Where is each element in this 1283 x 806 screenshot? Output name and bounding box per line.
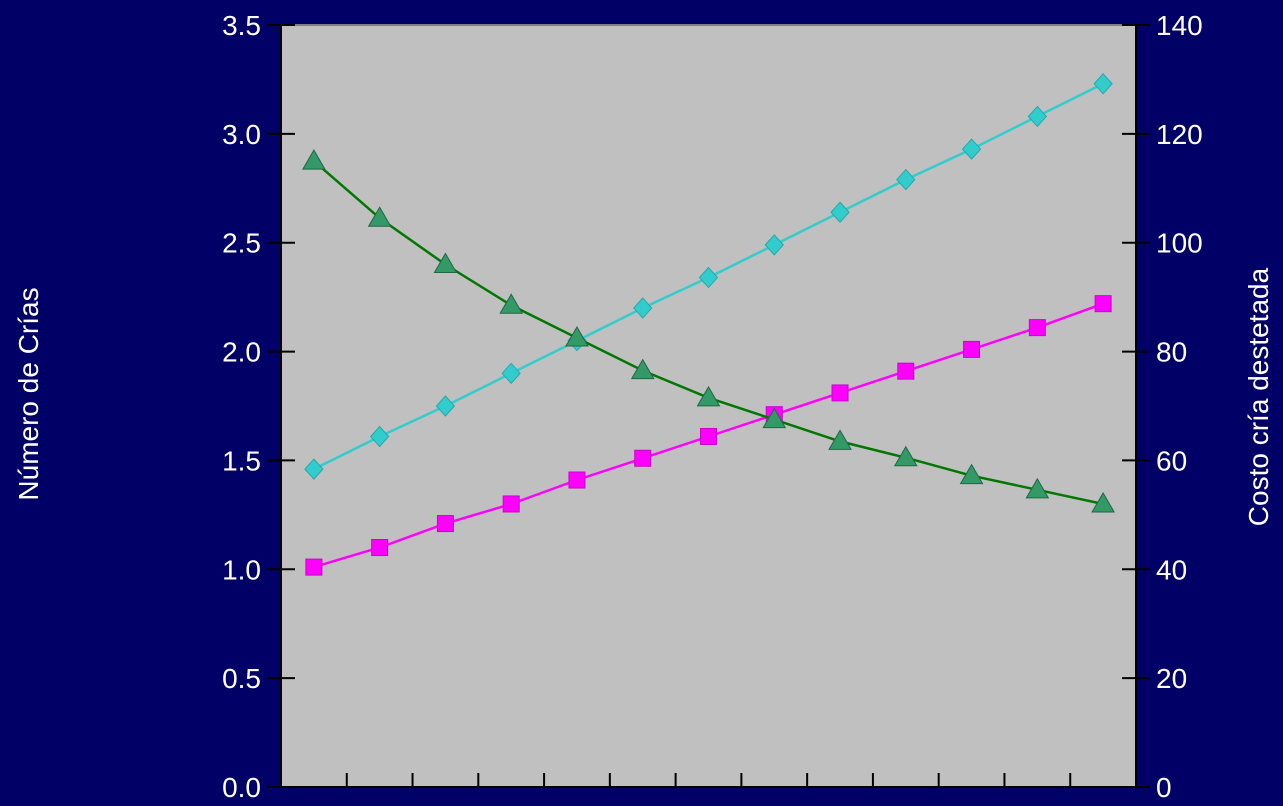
series-1-point [371, 539, 389, 557]
y-axis-title-left: Número de Crías [13, 287, 44, 500]
series-2-point [501, 362, 521, 385]
y-tick-label-right: 140 [1156, 10, 1203, 41]
y-tick-label-right: 60 [1156, 445, 1187, 476]
y-tick-label-right: 80 [1156, 337, 1187, 368]
y-tick-label-left: 2.0 [222, 337, 261, 368]
series-1-point [568, 471, 586, 489]
series-2-point [304, 458, 324, 480]
series-2-point [698, 266, 719, 289]
series-3-point [367, 206, 392, 227]
series-2-point [830, 201, 850, 223]
series-3-point [499, 293, 524, 314]
y-tick-label-left: 1.0 [222, 554, 261, 585]
series-3-point [565, 325, 589, 347]
series-2-point [961, 138, 982, 160]
series-2-point [764, 234, 784, 256]
y-tick-label-left: 3.0 [222, 119, 261, 150]
series-1-point [305, 558, 323, 576]
axes-layer: 0.0 0.5 1.0 1.5 2.0 2.5 3.0 3.5 0 20 40 60 80 100 120 1… [222, 10, 1203, 803]
series-3-point [696, 385, 721, 407]
series-1-point [436, 515, 454, 533]
series-2-point [369, 425, 390, 448]
series-2-point [1093, 73, 1113, 95]
series-2-point [896, 168, 916, 191]
series-2-point [435, 395, 456, 417]
y-tick-label-left: 0.5 [222, 663, 261, 694]
series-3-point [762, 407, 787, 429]
y-tick-label-right: 120 [1156, 119, 1203, 150]
y-tick-label-left: 3.5 [222, 10, 261, 41]
series-3-point [1091, 491, 1115, 513]
series-1-point [634, 449, 652, 467]
y-tick-label-right: 40 [1156, 554, 1187, 585]
series-3-point [828, 429, 852, 450]
y-tick-label-left: 0.0 [222, 772, 261, 803]
series-1-point [963, 340, 981, 358]
series-3-point [1025, 477, 1050, 499]
y-axis-title-right: Costo cría destetada [1243, 267, 1274, 526]
series-3-point [893, 445, 918, 467]
series-3-point [630, 358, 655, 380]
series-layer [302, 73, 1115, 576]
series-1-point [502, 495, 520, 513]
y-tick-label-right: 100 [1156, 228, 1203, 259]
series-3-point [959, 463, 984, 485]
y-tick-label-left: 2.5 [222, 228, 261, 259]
y-tick-label-right: 20 [1156, 663, 1187, 694]
series-1-point [1028, 319, 1046, 337]
y-tick-label-right: 0 [1156, 772, 1172, 803]
series-1-point [831, 384, 849, 402]
series-1-point [1094, 295, 1112, 313]
series-3-point [433, 252, 458, 273]
series-3-point [302, 149, 326, 170]
series-1-point [700, 427, 717, 445]
series-2-point [633, 297, 653, 319]
y-tick-label-left: 1.5 [222, 445, 261, 476]
series-1-point [897, 362, 915, 380]
series-2-point [1027, 105, 1048, 128]
